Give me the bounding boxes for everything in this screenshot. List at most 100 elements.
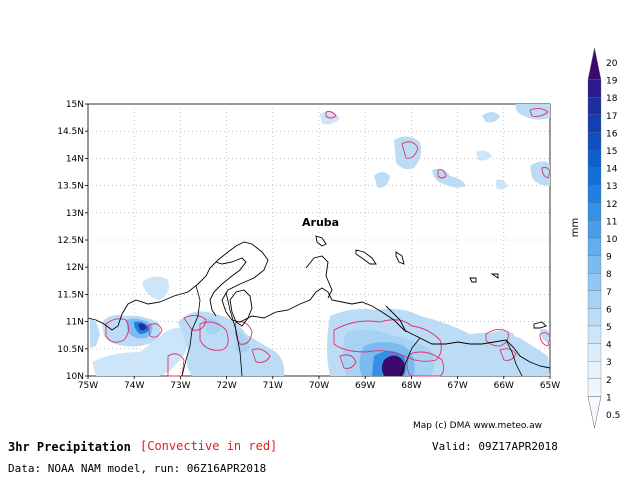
- colorbar-label: 11: [606, 217, 617, 227]
- colorbar-swatch: [587, 255, 602, 274]
- lat-tick-label: 11N: [66, 318, 84, 328]
- precip-area: [482, 112, 500, 123]
- aruba-island: [315, 235, 327, 247]
- lat-tick-label: 11.5N: [57, 290, 84, 300]
- colorbar-label: 7: [606, 288, 612, 298]
- colorbar-swatch: [587, 396, 602, 429]
- convective-contour: [437, 169, 447, 179]
- colorbar-swatch: [587, 97, 602, 115]
- coastlines: [87, 235, 551, 369]
- colorbar-swatch: [587, 325, 602, 344]
- colorbar-unit: mm: [570, 217, 582, 238]
- lon-tick-label: 65W: [540, 381, 560, 391]
- convective-contour: [499, 348, 517, 361]
- colorbar-label: 16: [606, 129, 618, 139]
- country-borders: [181, 285, 523, 377]
- colorbar-label: 6: [606, 305, 612, 315]
- lat-tick-label: 14.5N: [57, 127, 84, 137]
- convective-contour: [529, 107, 549, 117]
- colorbar-swatch: [587, 47, 602, 80]
- colorbar-swatch: [587, 290, 602, 309]
- coastline-guajira: [209, 257, 247, 317]
- border-line: [399, 337, 421, 377]
- figure-title: 3hr Precipitation: [8, 440, 131, 454]
- map-credit: Map (c) DMA www.meteo.aw: [413, 421, 542, 431]
- colorbar-label: 1: [606, 393, 612, 403]
- place-label-aruba: Aruba: [302, 216, 339, 229]
- convective-contour: [539, 332, 551, 347]
- precip-area: [142, 276, 169, 300]
- colorbar-swatch: [587, 237, 602, 256]
- lon-tick-label: 67W: [447, 381, 467, 391]
- lon-tick-label: 75W: [78, 381, 98, 391]
- coastline-mainland: [87, 241, 551, 369]
- colorbar-swatch: [587, 149, 602, 168]
- margarita-island: [533, 321, 547, 329]
- colorbar-swatch: [587, 361, 602, 379]
- colorbar-label: 10: [606, 235, 618, 245]
- border-line: [505, 339, 523, 377]
- precip-area: [394, 136, 422, 170]
- convective-contour: [105, 318, 129, 343]
- valid-time: Valid: 09Z17APR2018: [432, 440, 558, 453]
- bonaire-island: [395, 251, 405, 265]
- precip-area: [374, 172, 390, 188]
- coastline-paraguana: [305, 255, 333, 299]
- convective-contour: [235, 321, 253, 345]
- colorbar-label: 18: [606, 94, 618, 104]
- precip-area: [382, 355, 405, 376]
- colorbar-label: 15: [606, 147, 617, 157]
- coastline-lake: [229, 289, 253, 327]
- precip-area: [496, 179, 508, 190]
- convective-contour: [183, 315, 207, 331]
- lat-tick-label: 13N: [66, 209, 84, 219]
- convective-note: [Convective in red]: [140, 439, 278, 453]
- small-island: [490, 273, 499, 279]
- lon-tick-label: 71W: [263, 381, 283, 391]
- lon-tick-label: 74W: [124, 381, 144, 391]
- colorbar-label: 14: [606, 165, 618, 175]
- colorbar-swatch: [587, 343, 602, 362]
- convective-contour: [251, 348, 271, 363]
- precip-area: [476, 150, 492, 161]
- curacao-island: [355, 249, 377, 265]
- colorbar-label: 3: [606, 358, 612, 368]
- precip-area: [138, 323, 147, 331]
- colorbar-swatch: [587, 114, 602, 133]
- lat-tick-label: 13.5N: [57, 182, 84, 192]
- border-line: [225, 291, 243, 377]
- lat-tick-label: 12N: [66, 263, 84, 273]
- data-source: Data: NOAA NAM model, run: 06Z16APR2018: [8, 462, 267, 475]
- colorbar-swatch: [587, 79, 602, 98]
- convective-contour: [199, 321, 229, 351]
- colorbar-label: 13: [606, 182, 617, 192]
- convective-contour: [406, 351, 445, 377]
- precip-area: [178, 311, 285, 376]
- precip-area: [92, 327, 190, 376]
- colorbar-label: 20: [606, 59, 618, 69]
- convective-contour: [541, 167, 551, 179]
- colorbar-swatch: [587, 202, 602, 221]
- colorbar-swatch: [587, 185, 602, 203]
- colorbar-label: 4: [606, 341, 612, 351]
- latitude-axis: 15N 14.5N 14N 13.5N 13N 12.5N 12N 11.5N 11N 10.5N…: [57, 100, 88, 382]
- colorbar-label: 17: [606, 112, 617, 122]
- convective-contour: [401, 141, 419, 159]
- convective-contour: [325, 111, 337, 119]
- lon-tick-label: 69W: [355, 381, 375, 391]
- precip-area: [432, 168, 466, 188]
- colorbar-swatch: [587, 167, 602, 186]
- lat-tick-label: 12.5N: [57, 236, 84, 246]
- precip-area: [90, 318, 100, 348]
- coastline-northeast: [385, 305, 407, 333]
- colorbar-label: 0.5: [606, 411, 620, 421]
- colorbar-label: 9: [606, 253, 612, 263]
- colorbar: 20 19 18 17 16 15 14 13 12 11 10 9 8 7 6 5 4 3 2 1 0.5: [587, 47, 620, 429]
- colorbar-swatch: [587, 132, 602, 151]
- lon-tick-label: 66W: [494, 381, 514, 391]
- colorbar-swatch: [587, 308, 602, 327]
- small-island: [469, 277, 477, 283]
- lat-tick-label: 10N: [66, 372, 84, 382]
- colorbar-swatch: [587, 273, 602, 291]
